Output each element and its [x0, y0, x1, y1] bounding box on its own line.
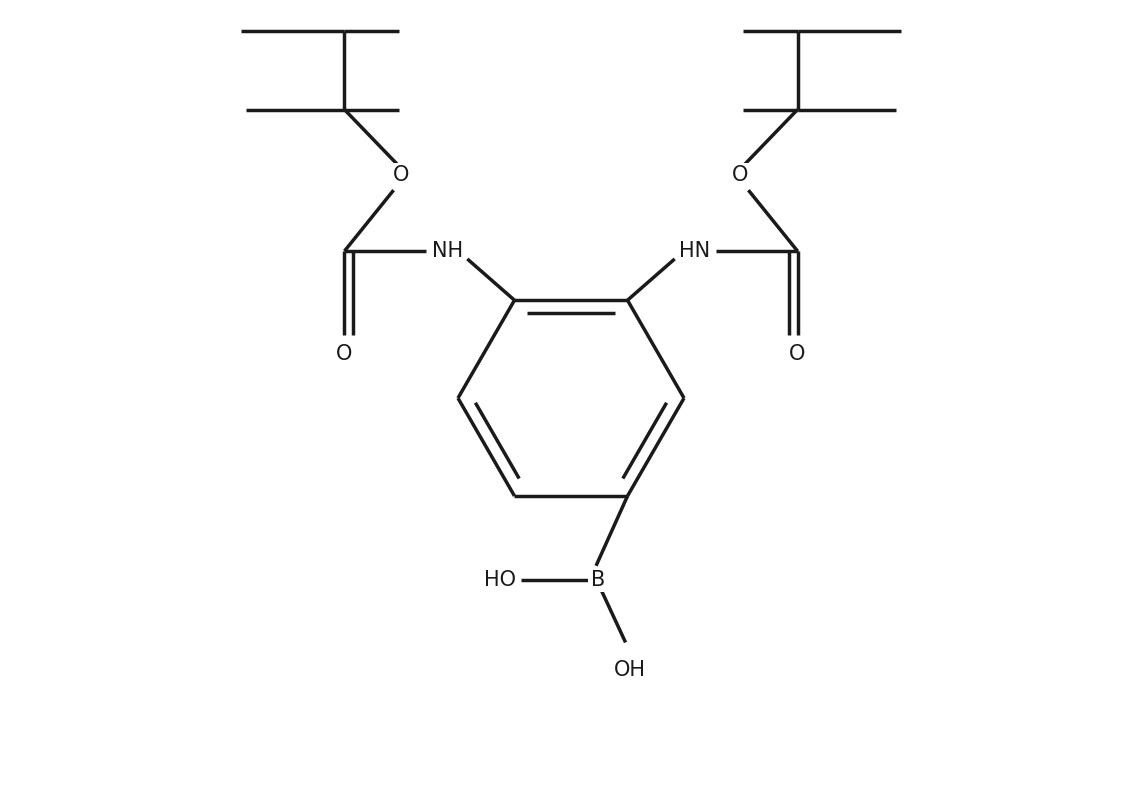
Text: O: O	[393, 166, 410, 185]
Text: HO: HO	[484, 570, 516, 590]
Text: NH: NH	[432, 241, 464, 261]
Text: O: O	[336, 344, 353, 364]
Text: HN: HN	[678, 241, 710, 261]
Text: OH: OH	[613, 660, 645, 680]
Text: O: O	[732, 166, 749, 185]
Text: B: B	[590, 570, 605, 590]
Text: O: O	[789, 344, 806, 364]
